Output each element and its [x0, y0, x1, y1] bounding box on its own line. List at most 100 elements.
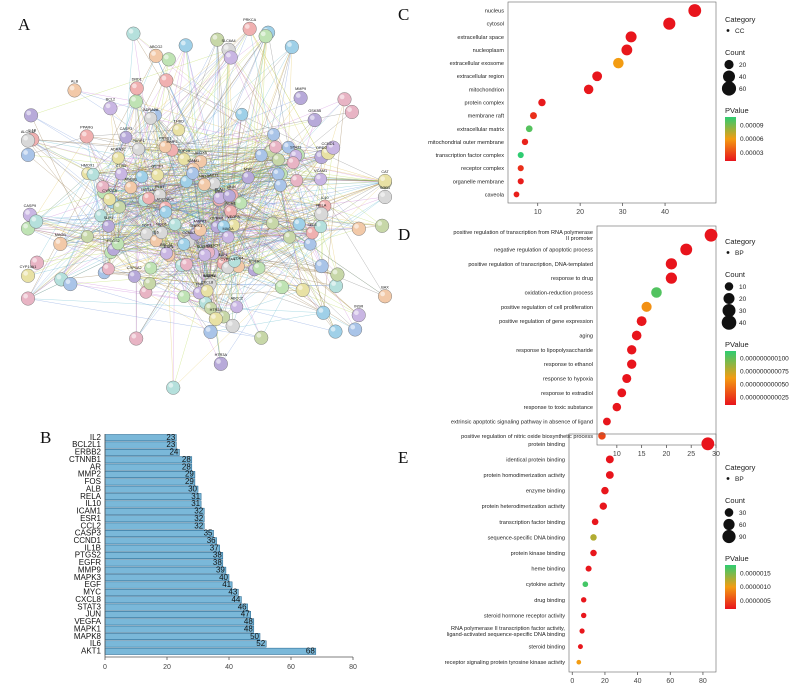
- protein-node: [267, 128, 279, 140]
- count-legend-label: 40: [739, 74, 747, 81]
- count-legend-dot: [722, 315, 737, 330]
- count-legend-dot: [722, 530, 735, 543]
- protein-node-label: MAOB: [55, 233, 67, 237]
- protein-node-label: MAPK1: [194, 220, 207, 224]
- enrichment-dot: [522, 139, 528, 145]
- protein-node-label: ALOX12: [21, 130, 35, 134]
- protein-node: [345, 105, 359, 119]
- x-tick-label: 40: [661, 209, 669, 216]
- protein-node-label: ALOX5: [195, 151, 207, 155]
- pvalue-color-bar: [725, 117, 736, 161]
- protein-node: [235, 197, 247, 209]
- protein-node-label: CASP3: [120, 127, 132, 131]
- panel-label-d: D: [398, 225, 410, 244]
- protein-node-label: ADRA2A: [143, 108, 159, 112]
- go-term-label: positive regulation of transcription, DN…: [468, 262, 593, 268]
- protein-node-label: SOD1: [380, 186, 390, 190]
- bar: [105, 493, 201, 499]
- protein-node-highlight: [224, 45, 229, 50]
- pvalue-legend-label: 0.000000000050: [740, 381, 789, 388]
- protein-node: [378, 289, 392, 303]
- go-term-label: oxidation-reduction process: [525, 291, 594, 297]
- enrichment-dot: [622, 374, 631, 383]
- protein-node-highlight: [211, 314, 216, 319]
- protein-node: [172, 124, 184, 136]
- count-legend-dot: [725, 508, 734, 517]
- protein-node: [149, 49, 163, 63]
- bar: [105, 648, 316, 654]
- protein-node-highlight: [224, 263, 228, 267]
- protein-node-highlight: [171, 220, 175, 224]
- count-legend-label: 60: [739, 86, 747, 93]
- protein-node: [21, 134, 35, 148]
- protein-node-highlight: [179, 240, 183, 244]
- enrichment-dot: [518, 165, 524, 171]
- panel-label-b: B: [40, 428, 51, 447]
- protein-node-highlight: [155, 191, 159, 195]
- bar: [105, 471, 195, 477]
- protein-node: [87, 168, 99, 180]
- bar: [105, 516, 204, 522]
- protein-node: [348, 323, 362, 337]
- ppi-network-panel: A HMGCRALOX5PARP1TOP2ASLP1ADCYAP1CTSDESR…: [18, 15, 392, 395]
- bar: [105, 501, 201, 507]
- protein-node-label: F2: [227, 186, 231, 190]
- protein-node-highlight: [164, 55, 169, 60]
- protein-node-label: GSTP1: [151, 165, 163, 169]
- enrichment-dot: [603, 418, 611, 426]
- enrichment-dot: [606, 455, 614, 463]
- protein-node-highlight: [32, 258, 37, 263]
- enrichment-dot: [666, 258, 677, 269]
- go-term-label: response to hypoxia: [543, 377, 594, 383]
- protein-node-highlight: [237, 199, 241, 203]
- go-term-label: drug binding: [534, 598, 565, 604]
- go-term-label: extracellular matrix: [457, 127, 504, 133]
- protein-node-highlight: [215, 193, 219, 197]
- category-legend-title: Category: [725, 15, 756, 24]
- protein-node-highlight: [354, 310, 359, 315]
- protein-node-highlight: [289, 158, 293, 162]
- protein-node: [315, 207, 329, 221]
- protein-node-highlight: [23, 136, 28, 141]
- protein-node: [378, 190, 392, 204]
- go-term-label: transcription factor complex: [436, 153, 505, 159]
- pvalue-legend-label: 0.0000010: [740, 584, 771, 591]
- protein-node-label: CCND1: [322, 142, 335, 146]
- protein-node-highlight: [134, 145, 138, 149]
- protein-node-highlight: [226, 53, 231, 58]
- count-legend-dot: [722, 81, 736, 95]
- protein-node-highlight: [180, 292, 184, 296]
- protein-node-highlight: [277, 282, 282, 287]
- bar: [105, 508, 204, 514]
- protein-node-highlight: [98, 182, 102, 186]
- go-term-label: membrane raft: [468, 114, 505, 120]
- count-legend-title: Count: [725, 496, 746, 505]
- count-legend-dot: [725, 282, 734, 291]
- protein-node-highlight: [126, 183, 130, 187]
- protein-node-highlight: [216, 359, 221, 364]
- go-term-label: caveola: [485, 192, 505, 198]
- enrichment-dot: [586, 566, 592, 572]
- protein-node-highlight: [380, 192, 385, 197]
- protein-node-highlight: [104, 264, 108, 268]
- protein-node-highlight: [117, 170, 121, 174]
- protein-node-label: HTR3A: [215, 353, 228, 357]
- x-tick-label: 0: [103, 664, 107, 671]
- protein-node: [254, 331, 268, 345]
- protein-node-highlight: [245, 24, 250, 29]
- protein-node: [272, 168, 284, 180]
- go-term-label: protein heterodimerization activity: [482, 504, 566, 510]
- go-term-label: cytokine activity: [526, 582, 565, 588]
- go-term-label: steroid hormone receptor activity: [484, 613, 565, 619]
- protein-node-highlight: [151, 51, 156, 56]
- protein-node-highlight: [162, 76, 167, 81]
- protein-node: [352, 222, 366, 236]
- protein-node-label: ABCC2: [230, 297, 243, 301]
- protein-node-highlight: [182, 177, 186, 181]
- pvalue-legend-title: PValue: [725, 340, 749, 349]
- protein-node-label: CYP2C9: [102, 189, 117, 193]
- count-legend-label: 20: [739, 296, 747, 303]
